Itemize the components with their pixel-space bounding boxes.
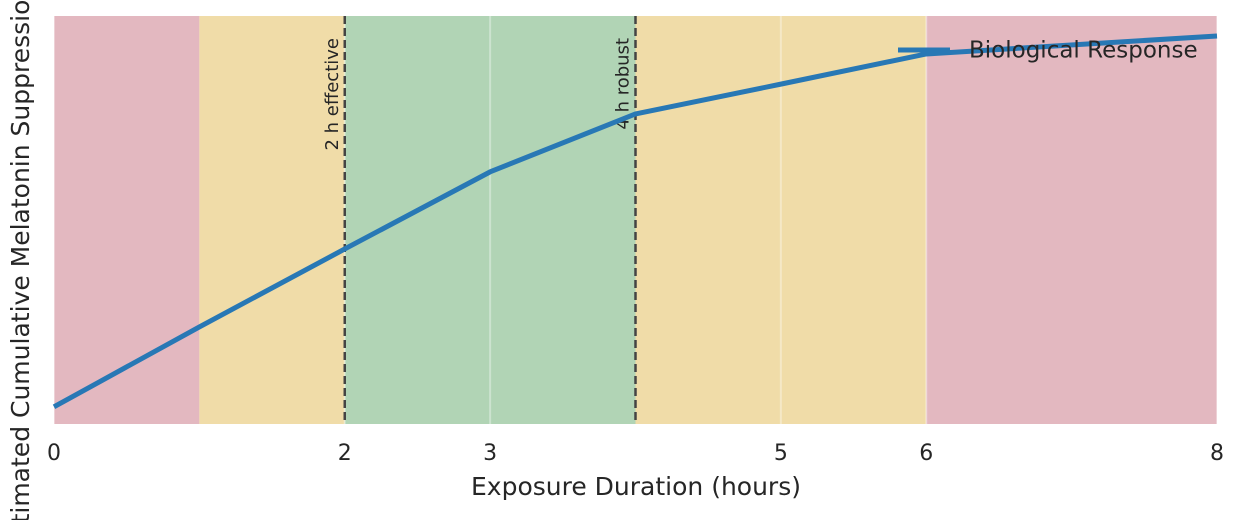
x-tick-label: 3 <box>483 441 497 466</box>
band <box>344 16 636 424</box>
y-axis-label: Estimated Cumulative Melatonin Suppressi… <box>6 0 35 520</box>
x-tick-label: 5 <box>774 441 788 466</box>
x-tick-label: 6 <box>919 441 933 466</box>
marker-label: 2 h effective <box>322 38 343 151</box>
marker-label: 4 h robust <box>613 38 634 130</box>
plot: 0 2 3 5 6 8 2 h effective 4 h robust Biological … <box>47 16 1224 466</box>
legend-label: Biological Response <box>969 38 1198 64</box>
band <box>926 16 1217 424</box>
band <box>54 16 200 424</box>
x-tick-label: 8 <box>1210 441 1224 466</box>
band <box>199 16 345 424</box>
x-axis-label: Exposure Duration (hours) <box>471 472 801 501</box>
data-line <box>52 33 1218 410</box>
x-tick-label: 0 <box>47 441 61 466</box>
x-tick-label: 2 <box>338 441 352 466</box>
